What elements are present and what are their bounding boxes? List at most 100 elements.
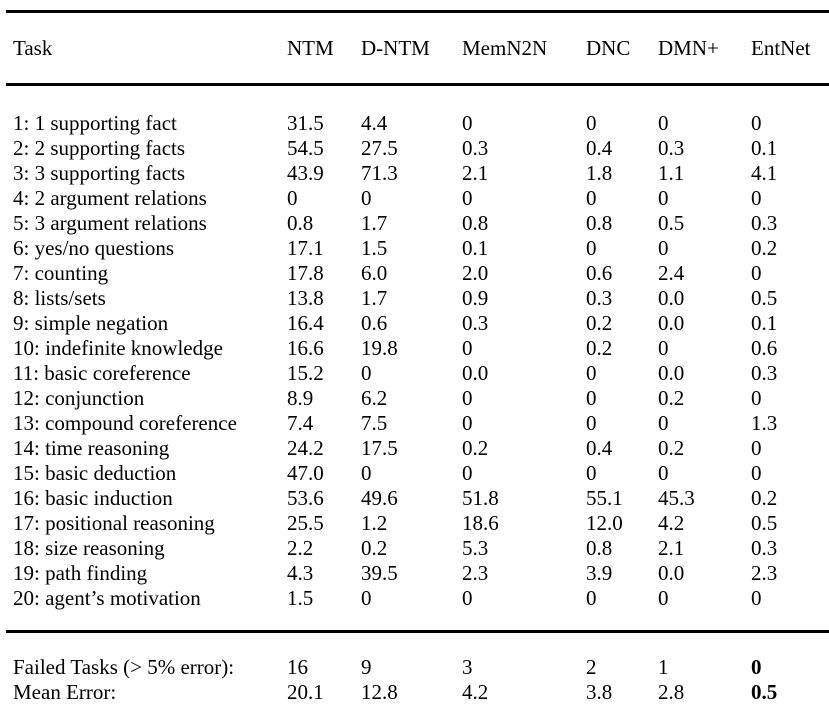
value-cell-memn2n: 0: [462, 186, 473, 210]
value-cell-ntm: 7.4: [287, 411, 314, 435]
value-cell-ntm: 4.3: [287, 561, 314, 585]
value-cell-d-ntm: 1.5: [361, 236, 388, 260]
value-cell-entnet: 0.1: [751, 311, 778, 335]
task-cell: 14: time reasoning: [13, 436, 170, 460]
table-row: 19: path finding 4.3 39.5 2.3 3.9 0.0 2.…: [6, 561, 829, 586]
value-cell-memn2n: 5.3: [462, 536, 489, 560]
value-cell-entnet: 0.2: [751, 236, 778, 260]
task-cell: 10: indefinite knowledge: [13, 336, 223, 360]
value-cell-dnc: 0: [586, 186, 597, 210]
task-cell: 6: yes/no questions: [13, 236, 174, 260]
value-cell-dnc: 0: [586, 386, 597, 410]
value-cell-dmn: 0: [658, 236, 669, 260]
value-cell-memn2n: 0: [462, 386, 473, 410]
value-cell-entnet: 0: [751, 461, 762, 485]
footer-label-failed-tasks: Failed Tasks (> 5% error):: [6, 630, 287, 680]
value-cell-dnc: 0: [586, 461, 597, 485]
value-cell-dmn: 0: [658, 336, 669, 360]
table-row: 3: 3 supporting facts 43.9 71.3 2.1 1.8 …: [6, 161, 829, 186]
task-cell: 13: compound coreference: [13, 411, 237, 435]
table-row: 8: lists/sets 13.8 1.7 0.9 0.3 0.0 0.5: [6, 286, 829, 311]
value-cell-dnc: 12.0: [586, 511, 623, 535]
value-cell-ntm: 1.5: [287, 586, 314, 610]
task-cell: 8: lists/sets: [13, 286, 106, 310]
value-cell-dnc: 0: [586, 586, 597, 610]
value-cell-ntm: 31.5: [287, 111, 324, 135]
value-cell-ntm: 15.2: [287, 361, 324, 385]
value-cell-dnc: 0.8: [586, 536, 613, 560]
table-row: 2: 2 supporting facts 54.5 27.5 0.3 0.4 …: [6, 136, 829, 161]
table-row: 18: size reasoning 2.2 0.2 5.3 0.8 2.1 0…: [6, 536, 829, 561]
value-cell-ntm: 2.2: [287, 536, 314, 560]
value-cell-dmn: 0.5: [658, 211, 685, 235]
task-cell: 2: 2 supporting facts: [13, 136, 186, 160]
table-row: 14: time reasoning 24.2 17.5 0.2 0.4 0.2…: [6, 436, 829, 461]
value-cell-memn2n: 0: [462, 586, 473, 610]
value-cell-ntm: 13.8: [287, 286, 324, 310]
task-cell: 15: basic deduction: [13, 461, 177, 485]
value-cell-dnc: 0.4: [586, 436, 613, 460]
value-cell-entnet: 0: [751, 586, 762, 610]
value-cell-dnc: 1.8: [586, 161, 613, 185]
value-cell-memn2n: 0: [462, 461, 473, 485]
value-cell-dnc: 0.8: [586, 211, 613, 235]
value-cell-ntm: 17.1: [287, 236, 324, 260]
value-cell-memn2n: 18.6: [462, 511, 499, 535]
babi-results-table: Task NTM D-NTM MemN2N DNC DMN+ EntNet 1:…: [6, 10, 829, 705]
mean-cell-d-ntm: 12.8: [361, 680, 398, 704]
task-cell: 17: positional reasoning: [13, 511, 215, 535]
value-cell-dmn: 0: [658, 111, 669, 135]
value-cell-dnc: 0: [586, 411, 597, 435]
table-row: 16: basic induction 53.6 49.6 51.8 55.1 …: [6, 486, 829, 511]
value-cell-dmn: 2.1: [658, 536, 685, 560]
header-row: Task NTM D-NTM MemN2N DNC DMN+ EntNet: [6, 11, 829, 86]
value-cell-d-ntm: 1.7: [361, 286, 388, 310]
value-cell-ntm: 0: [287, 186, 298, 210]
table-row: 10: indefinite knowledge 16.6 19.8 0 0.2…: [6, 336, 829, 361]
table-row: 4: 2 argument relations 0 0 0 0 0 0: [6, 186, 829, 211]
value-cell-d-ntm: 39.5: [361, 561, 398, 585]
value-cell-entnet: 2.3: [751, 561, 778, 585]
value-cell-d-ntm: 0: [361, 186, 372, 210]
value-cell-d-ntm: 0.6: [361, 311, 388, 335]
table-row: 7: counting 17.8 6.0 2.0 0.6 2.4 0: [6, 261, 829, 286]
value-cell-dmn: 0.0: [658, 361, 685, 385]
task-cell: 18: size reasoning: [13, 536, 165, 560]
value-cell-entnet: 0.6: [751, 336, 778, 360]
value-cell-dnc: 0.6: [586, 261, 613, 285]
task-cell: 4: 2 argument relations: [13, 186, 207, 210]
table-row: 9: simple negation 16.4 0.6 0.3 0.2 0.0 …: [6, 311, 829, 336]
table-row: 13: compound coreference 7.4 7.5 0 0 0 1…: [6, 411, 829, 436]
value-cell-memn2n: 0.9: [462, 286, 489, 310]
value-cell-d-ntm: 6.2: [361, 386, 388, 410]
value-cell-ntm: 47.0: [287, 461, 324, 485]
value-cell-dmn: 45.3: [658, 486, 695, 510]
value-cell-dnc: 0.2: [586, 336, 613, 360]
value-cell-ntm: 54.5: [287, 136, 324, 160]
value-cell-dnc: 0: [586, 111, 597, 135]
section-divider: [6, 611, 829, 632]
column-header-entnet: EntNet: [751, 11, 829, 86]
value-cell-dmn: 0.0: [658, 311, 685, 335]
value-cell-d-ntm: 4.4: [361, 111, 388, 135]
task-cell: 9: simple negation: [13, 311, 169, 335]
value-cell-dmn: 0: [658, 186, 669, 210]
mean-cell-ntm: 20.1: [287, 680, 324, 704]
value-cell-ntm: 24.2: [287, 436, 324, 460]
value-cell-ntm: 25.5: [287, 511, 324, 535]
value-cell-memn2n: 0.3: [462, 311, 489, 335]
value-cell-d-ntm: 0: [361, 361, 372, 385]
value-cell-d-ntm: 7.5: [361, 411, 388, 435]
footer-row-mean-error: Mean Error: 20.1 12.8 4.2 3.8 2.8 0.5: [6, 680, 829, 705]
value-cell-d-ntm: 19.8: [361, 336, 398, 360]
value-cell-entnet: 0.1: [751, 136, 778, 160]
value-cell-d-ntm: 1.2: [361, 511, 388, 535]
value-cell-dmn: 0: [658, 586, 669, 610]
value-cell-memn2n: 0.3: [462, 136, 489, 160]
value-cell-memn2n: 0.1: [462, 236, 489, 260]
table-row: 12: conjunction 8.9 6.2 0 0 0.2 0: [6, 386, 829, 411]
task-cell: 7: counting: [13, 261, 109, 285]
table-row: 20: agent’s motivation 1.5 0 0 0 0 0: [6, 586, 829, 611]
value-cell-d-ntm: 6.0: [361, 261, 388, 285]
